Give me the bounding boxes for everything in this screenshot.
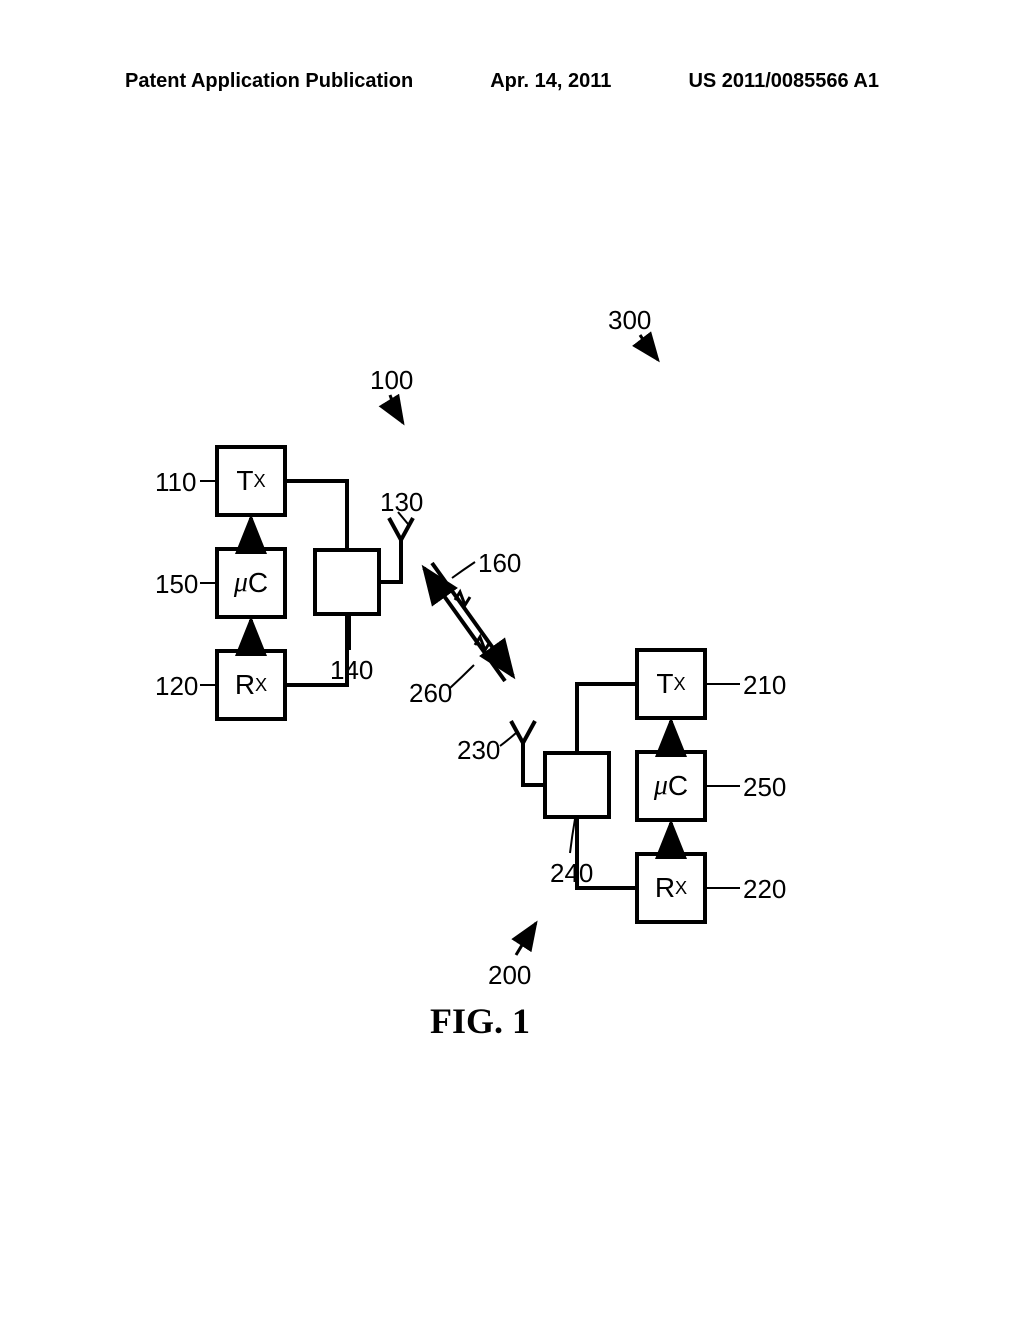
diagram-svg [0,0,1024,1320]
diagram: TX μC RX TX μC RX 110 150 120 140 130 21… [0,0,1024,1320]
